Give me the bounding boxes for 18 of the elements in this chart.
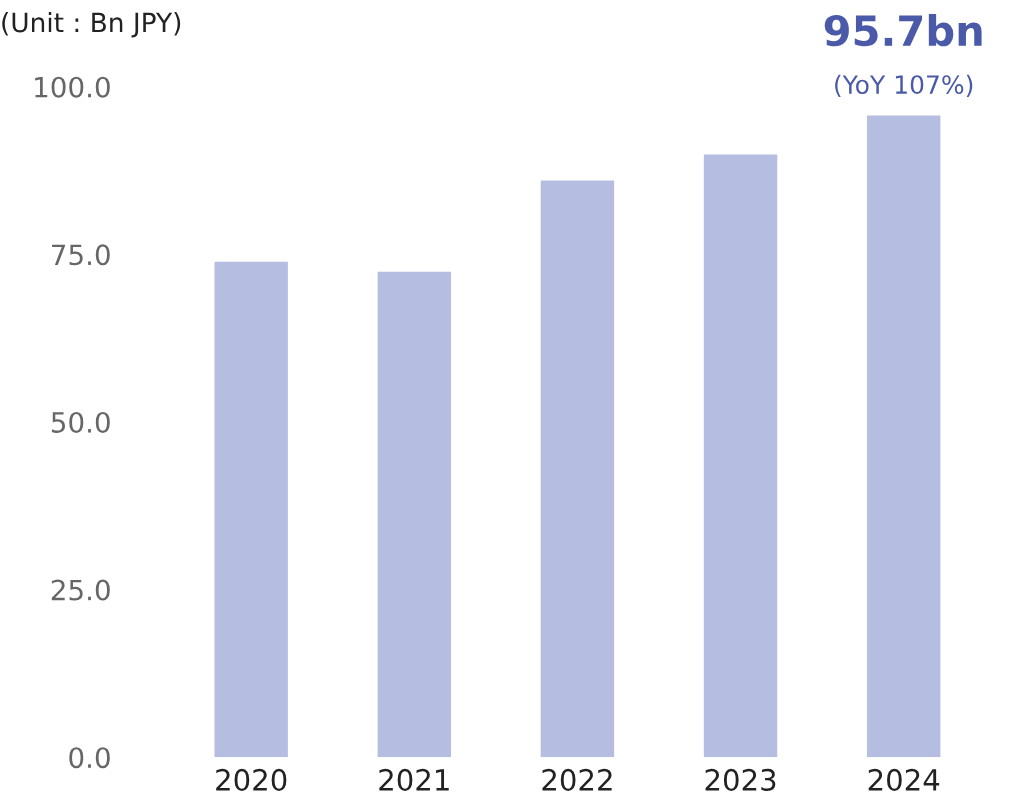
- data-label: 95.7bn: [824, 14, 982, 47]
- bar: [377, 271, 452, 758]
- bar: [214, 261, 288, 758]
- bar: [866, 115, 941, 758]
- y-tick-label: 0.0: [69, 747, 110, 769]
- bar: [540, 180, 615, 758]
- y-tick-label: 75.0: [52, 244, 110, 266]
- y-tick-label: 100.0: [35, 76, 110, 98]
- x-tick-label: 2021: [379, 768, 449, 791]
- y-axis-title: (Unit : Bn JPY): [2, 12, 181, 38]
- x-tick-label: 2024: [868, 768, 940, 791]
- annotation: (YoY 107%): [835, 74, 973, 97]
- y-tick-label: 50.0: [51, 411, 110, 433]
- y-tick-label: 25.0: [51, 579, 110, 601]
- x-tick-label: 2022: [542, 768, 612, 791]
- bar: [703, 154, 778, 758]
- x-tick-label: 2020: [216, 768, 287, 791]
- x-tick-label: 2023: [705, 768, 776, 791]
